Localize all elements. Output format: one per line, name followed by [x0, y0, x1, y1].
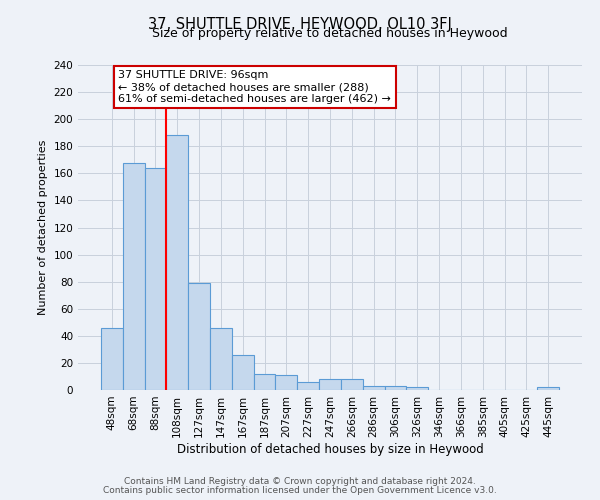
Bar — [275, 375, 297, 390]
Bar — [145, 168, 166, 390]
Bar — [406, 388, 428, 390]
Bar — [123, 162, 145, 390]
Bar — [254, 374, 275, 390]
Bar — [232, 355, 254, 390]
Bar — [319, 379, 341, 390]
Y-axis label: Number of detached properties: Number of detached properties — [38, 140, 48, 315]
Bar — [385, 386, 406, 390]
Text: 37 SHUTTLE DRIVE: 96sqm
← 38% of detached houses are smaller (288)
61% of semi-d: 37 SHUTTLE DRIVE: 96sqm ← 38% of detache… — [118, 70, 391, 104]
Bar — [166, 136, 188, 390]
Bar — [188, 283, 210, 390]
Text: 37, SHUTTLE DRIVE, HEYWOOD, OL10 3FJ: 37, SHUTTLE DRIVE, HEYWOOD, OL10 3FJ — [148, 18, 452, 32]
Bar — [341, 379, 363, 390]
Bar — [101, 328, 123, 390]
Bar — [210, 328, 232, 390]
X-axis label: Distribution of detached houses by size in Heywood: Distribution of detached houses by size … — [176, 442, 484, 456]
Title: Size of property relative to detached houses in Heywood: Size of property relative to detached ho… — [152, 27, 508, 40]
Text: Contains public sector information licensed under the Open Government Licence v3: Contains public sector information licen… — [103, 486, 497, 495]
Bar — [297, 382, 319, 390]
Bar — [363, 386, 385, 390]
Bar — [537, 388, 559, 390]
Text: Contains HM Land Registry data © Crown copyright and database right 2024.: Contains HM Land Registry data © Crown c… — [124, 477, 476, 486]
